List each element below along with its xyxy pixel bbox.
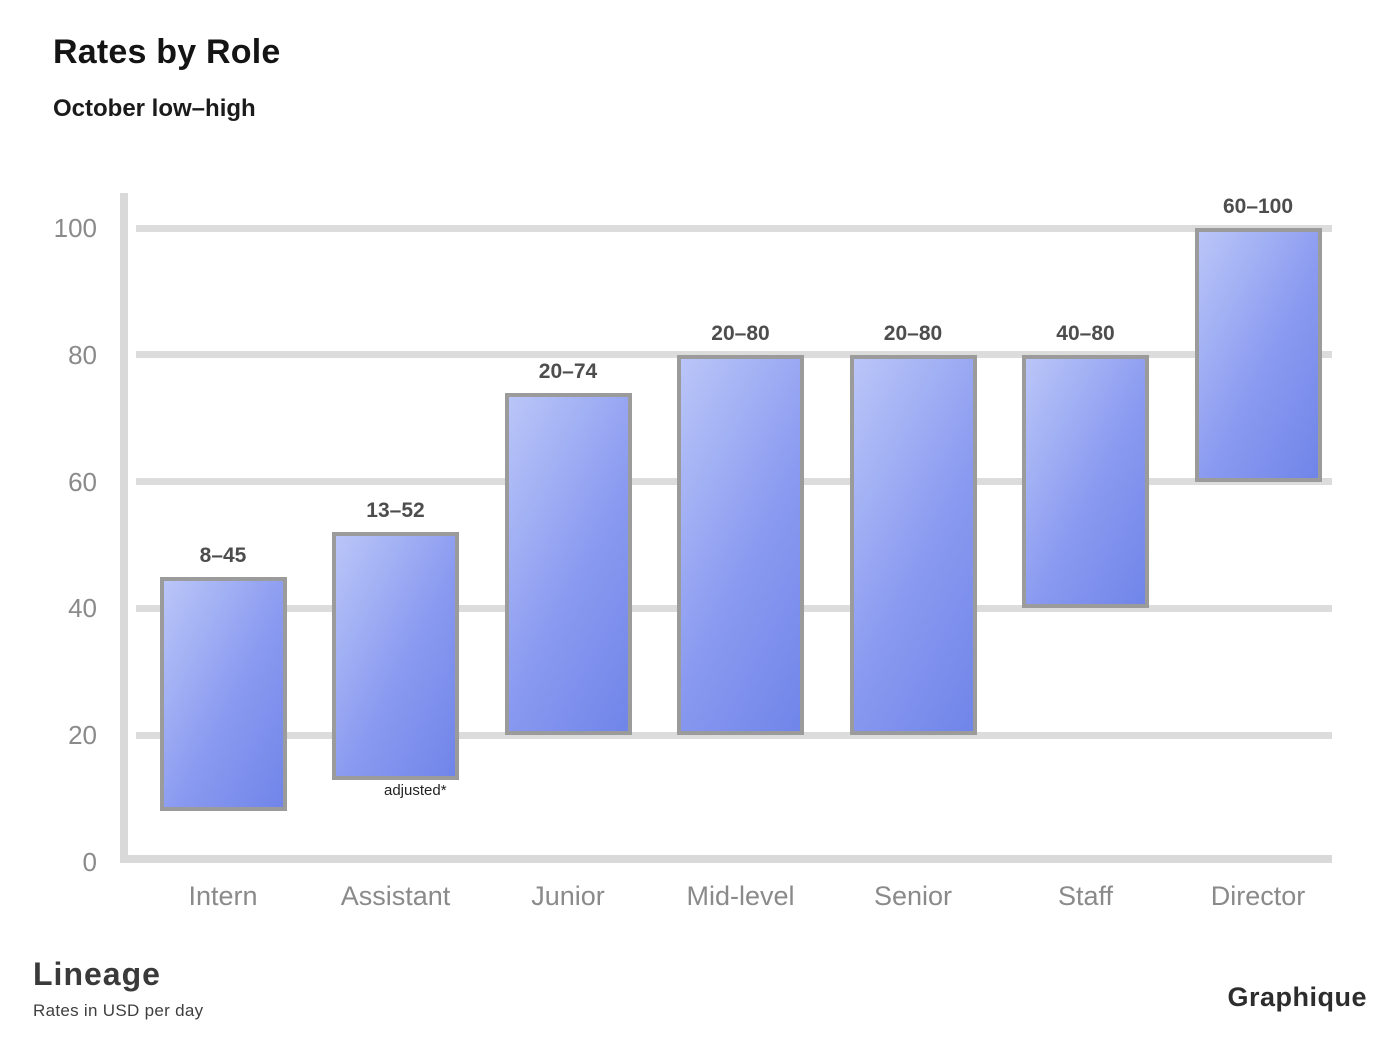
range-bar <box>1022 354 1149 609</box>
y-axis-tick-label: 0 <box>82 847 97 877</box>
bar-value-label: 60–100 <box>1222 195 1294 218</box>
range-bar <box>332 532 459 780</box>
x-axis-tick-label: Staff <box>1057 881 1114 911</box>
y-axis-tick-label: 80 <box>68 339 97 370</box>
bar-value-label: 40–80 <box>1056 321 1115 345</box>
footer-tagline: Rates in USD per day <box>33 1001 204 1020</box>
bar-value-label: 13–52 <box>366 499 425 523</box>
footer-brand-logo: Lineage <box>33 956 161 992</box>
bar-value-label: 20–74 <box>538 359 598 383</box>
y-axis-tick-label: 20 <box>68 720 97 751</box>
x-axis-tick-label: Senior <box>873 881 953 911</box>
footer-attribution-logo: Graphique <box>1227 982 1367 1012</box>
x-axis-tick-label: Mid-level <box>686 881 795 911</box>
x-axis-tick-label: Intern <box>188 881 258 911</box>
range-bar <box>504 392 632 736</box>
x-axis-tick-label: Junior <box>531 881 605 911</box>
y-axis-tick-label: 60 <box>68 466 97 497</box>
range-bar <box>1194 228 1322 482</box>
y-axis-tick-label: 100 <box>53 213 97 243</box>
chart-subtitle: October low–high <box>53 95 256 122</box>
y-axis-tick-label: 40 <box>68 593 97 624</box>
y-gridline <box>136 731 1332 739</box>
bar-value-label: 20–80 <box>711 321 770 345</box>
bar-annotation: adjusted* <box>384 782 447 799</box>
y-axis-line <box>120 193 128 863</box>
bar-value-label: 8–45 <box>199 543 247 567</box>
chart-title: Rates by Role <box>53 33 281 71</box>
x-axis-line <box>120 855 1332 863</box>
x-axis-tick-label: Assistant <box>340 881 451 911</box>
x-axis-tick-label: Director <box>1210 881 1306 911</box>
range-bar <box>677 354 804 736</box>
range-bar <box>159 576 287 812</box>
y-gridline <box>136 224 1332 232</box>
bar-value-label: 20–80 <box>883 321 943 345</box>
range-bar <box>849 354 977 736</box>
